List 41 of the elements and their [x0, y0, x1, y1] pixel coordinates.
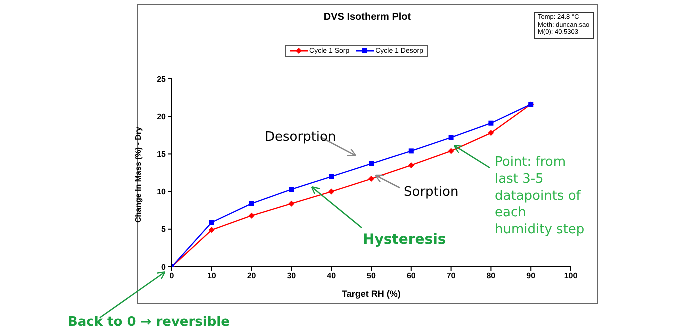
y-tick-label: 10	[157, 188, 167, 197]
x-tick-label: 100	[564, 272, 578, 281]
x-tick-label: 20	[247, 272, 257, 281]
point	[368, 176, 374, 182]
x-tick-label: 90	[526, 272, 536, 281]
y-tick-label: 15	[157, 150, 167, 160]
text: Back to 0 → reversible	[68, 315, 230, 330]
point	[288, 200, 295, 207]
y-axis-title: Change In Mass (%) - Dry	[134, 126, 143, 223]
point	[208, 227, 215, 234]
point	[328, 188, 335, 195]
point	[289, 187, 294, 192]
point	[209, 220, 214, 226]
x-tick-label: 60	[406, 272, 416, 281]
point	[248, 212, 255, 219]
point	[369, 161, 374, 166]
point	[329, 174, 334, 180]
x-tick-label: 0	[170, 272, 175, 281]
x-tick-label: 30	[287, 272, 297, 281]
chart-title: DVS Isotherm Plot	[324, 12, 412, 23]
x-axis-title: Target RH (%)	[342, 289, 401, 299]
annotation: Hysteresis	[363, 232, 446, 248]
x-tick-label: 10	[207, 272, 217, 281]
y-tick-label: 5	[162, 225, 167, 234]
annotation: Sorption	[404, 185, 459, 200]
point	[448, 135, 454, 140]
y-tick-label: 0	[162, 262, 167, 272]
y-tick-label: 20	[157, 112, 167, 122]
x-tick-label: 70	[446, 272, 456, 281]
y-tick-label: 25	[157, 74, 167, 84]
x-tick-label: 40	[327, 272, 337, 281]
point	[488, 130, 494, 136]
point	[408, 162, 414, 168]
point	[408, 148, 414, 154]
annotation: Point: from last 3-5 datapoints of each humidity step	[495, 155, 585, 238]
x-tick-label: 80	[486, 272, 496, 281]
point	[249, 201, 254, 206]
point	[488, 120, 494, 126]
point	[448, 148, 454, 154]
annotation: Desorption	[265, 130, 336, 145]
x-tick-label: 50	[367, 272, 376, 281]
